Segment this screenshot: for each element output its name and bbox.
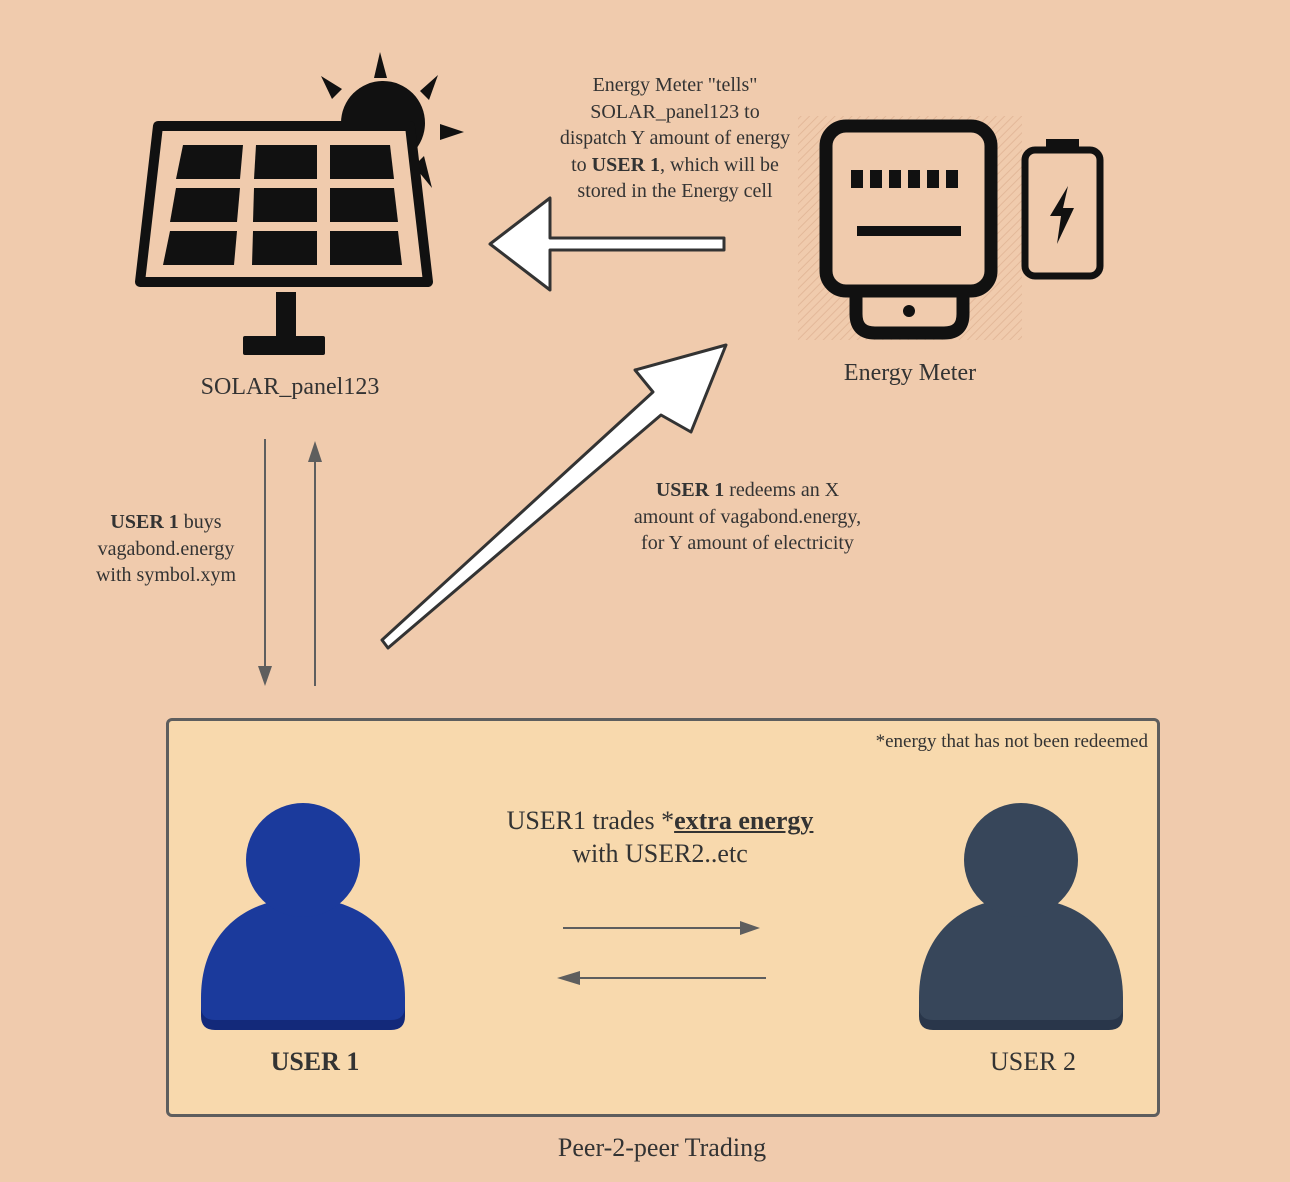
solar-panel-label: SOLAR_panel123 — [200, 374, 380, 400]
p2p-caption: Peer-2-peer Trading — [557, 1133, 767, 1162]
user-1-reference: USER 1 — [591, 153, 661, 176]
redeem-note-text: redeems an X — [724, 479, 840, 501]
up-arrow-icon — [308, 441, 322, 462]
buy-note-line: vagabond.energy — [97, 537, 235, 560]
buy-note-text: buys — [178, 511, 222, 533]
redeem-note-line: USER 1 redeems an X — [600, 477, 895, 504]
solar-panel-icon — [135, 52, 464, 355]
battery-icon — [1021, 139, 1104, 280]
buy-note: USER 1 buys vagabond.energy with symbol.… — [70, 509, 262, 589]
trade-arrows — [557, 921, 766, 985]
buy-arrows — [258, 439, 322, 686]
users-graphic — [201, 803, 1123, 1030]
dispatch-note-line: SOLAR_panel123 to — [590, 100, 760, 123]
dispatch-note-text: to — [571, 153, 592, 176]
buy-note-line: with symbol.xym — [95, 564, 236, 586]
dispatch-note-line: Energy Meter "tells" — [592, 74, 758, 96]
dispatch-note-line: stored in the Energy cell — [577, 180, 773, 202]
energy-meter-label: Energy Meter — [843, 360, 977, 386]
user-2-avatar-icon — [919, 803, 1123, 1030]
flow-arrows — [380, 196, 728, 650]
trade-text: USER1 trades *extra energy with USER2..e… — [430, 804, 890, 870]
right-arrow-icon — [740, 921, 760, 935]
dispatch-note-text: , which will be — [660, 153, 779, 176]
energy-meter-icon — [798, 116, 1104, 340]
redeem-note-line: for Y amount of electricity — [641, 532, 854, 554]
user-1-reference: USER 1 — [110, 511, 179, 533]
redeem-note-line: amount of vagabond.energy, — [633, 505, 862, 528]
trade-text-line: with USER2..etc — [572, 839, 748, 868]
trade-text-prefix: USER1 trades * — [506, 806, 675, 835]
dispatch-note: Energy Meter "tells" SOLAR_panel123 to d… — [510, 72, 840, 205]
p2p-footnote: *energy that has not been redeemed — [875, 731, 1148, 752]
redeem-arrow — [380, 343, 728, 650]
buy-note-line: USER 1 buys — [70, 509, 262, 536]
dispatch-note-line: dispatch Y amount of energy — [559, 127, 791, 149]
down-arrow-icon — [258, 666, 272, 686]
user-1-avatar-icon — [201, 803, 405, 1030]
user-2-label: USER 2 — [990, 1047, 1076, 1076]
redeem-note: USER 1 redeems an X amount of vagabond.e… — [600, 477, 895, 557]
left-arrow-icon — [557, 971, 580, 985]
user-1-label: USER 1 — [270, 1047, 360, 1076]
user-1-reference: USER 1 — [655, 479, 725, 501]
dispatch-arrow — [488, 196, 726, 292]
dispatch-note-line: to USER 1, which will be — [510, 152, 840, 179]
extra-energy-emphasis: extra energy — [674, 806, 814, 835]
trade-text-line: USER1 trades *extra energy — [430, 804, 890, 837]
